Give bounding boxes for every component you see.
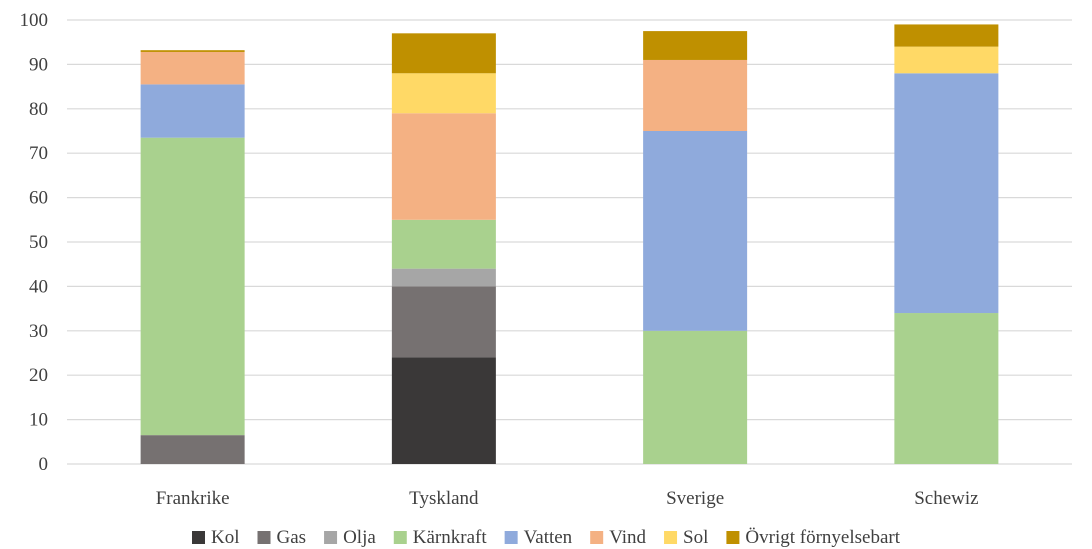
bar-sverige-ovrigt-fornyelsebart xyxy=(643,31,748,60)
legend-swatch-kol xyxy=(192,531,205,544)
x-tick-label-schewiz: Schewiz xyxy=(914,488,978,509)
y-tick-label-90: 90 xyxy=(29,54,48,75)
bar-tyskland-gas xyxy=(391,286,496,358)
bar-tyskland-karnkraft xyxy=(391,219,496,269)
y-tick-label-0: 0 xyxy=(39,454,49,475)
legend-item-vind: Vind xyxy=(590,527,647,548)
bar-schewiz-sol xyxy=(894,46,999,74)
legend: Kol Gas Olja Kärnkraft Vatten Vind Sol Övrigt f… xyxy=(192,527,901,548)
legend-item-sol: Sol xyxy=(664,527,708,548)
y-tick-label-10: 10 xyxy=(29,410,48,431)
legend-label-kol: Kol xyxy=(211,527,240,548)
x-tick-label-sverige: Sverige xyxy=(666,488,724,509)
y-tick-label-60: 60 xyxy=(29,188,48,209)
legend-label-ovrigt-fornyelsebart: Övrigt förnyelsebart xyxy=(745,527,900,548)
bar-frankrike-vind xyxy=(140,51,245,85)
legend-item-olja: Olja xyxy=(324,527,376,548)
x-tick-label-tyskland: Tyskland xyxy=(409,488,479,509)
bar-sverige-vatten xyxy=(643,131,748,331)
category-labels: Frankrike Tyskland Sverige Schewiz xyxy=(156,488,979,509)
legend-label-karnkraft: Kärnkraft xyxy=(413,527,488,548)
y-axis-ticks: 0 10 20 30 40 50 60 70 80 90 100 xyxy=(20,10,49,475)
bar-sverige-vind xyxy=(643,59,748,131)
legend-swatch-karnkraft xyxy=(393,531,407,544)
legend-label-gas: Gas xyxy=(277,527,307,548)
legend-swatch-olja xyxy=(324,531,338,544)
legend-label-olja: Olja xyxy=(343,527,376,548)
x-tick-label-frankrike: Frankrike xyxy=(156,488,230,509)
bar-tyskland-sol xyxy=(391,73,496,114)
y-tick-label-50: 50 xyxy=(29,232,48,253)
legend-item-ovrigt-fornyelsebart: Övrigt förnyelsebart xyxy=(726,527,901,548)
bar-sverige-karnkraft xyxy=(643,330,748,464)
legend-label-vatten: Vatten xyxy=(524,527,573,548)
bar-frankrike-karnkraft xyxy=(140,137,245,436)
y-tick-label-100: 100 xyxy=(20,10,49,31)
bar-tyskland-vind xyxy=(391,113,496,220)
bar-frankrike-ovrigt-fornyelsebart xyxy=(140,50,245,52)
legend-label-vind: Vind xyxy=(609,527,646,548)
bar-schewiz-ovrigt-fornyelsebart xyxy=(894,24,999,47)
bar-frankrike-gas xyxy=(140,435,245,464)
legend-item-karnkraft: Kärnkraft xyxy=(393,527,488,548)
bar-schewiz-vatten xyxy=(894,73,999,314)
bar-tyskland-ovrigt-fornyelsebart xyxy=(391,33,496,74)
y-tick-label-20: 20 xyxy=(29,365,48,386)
bar-tyskland-olja xyxy=(391,268,496,287)
bars xyxy=(140,24,999,464)
legend-swatch-vind xyxy=(590,531,604,544)
bar-schewiz-karnkraft xyxy=(894,313,999,464)
legend-item-kol: Kol xyxy=(192,527,240,548)
bar-frankrike-vatten xyxy=(140,84,245,138)
y-tick-label-70: 70 xyxy=(29,143,48,164)
y-tick-label-80: 80 xyxy=(29,99,48,120)
y-tick-label-40: 40 xyxy=(29,276,48,297)
legend-label-sol: Sol xyxy=(683,527,708,548)
y-tick-label-30: 30 xyxy=(29,321,48,342)
bar-tyskland-kol xyxy=(391,357,496,464)
legend-item-vatten: Vatten xyxy=(504,527,573,548)
legend-item-gas: Gas xyxy=(257,527,307,548)
legend-swatch-vatten xyxy=(504,531,518,544)
legend-swatch-gas xyxy=(257,531,271,544)
legend-swatch-sol xyxy=(664,531,678,544)
legend-swatch-ovrigt-fornyelsebart xyxy=(726,531,740,544)
